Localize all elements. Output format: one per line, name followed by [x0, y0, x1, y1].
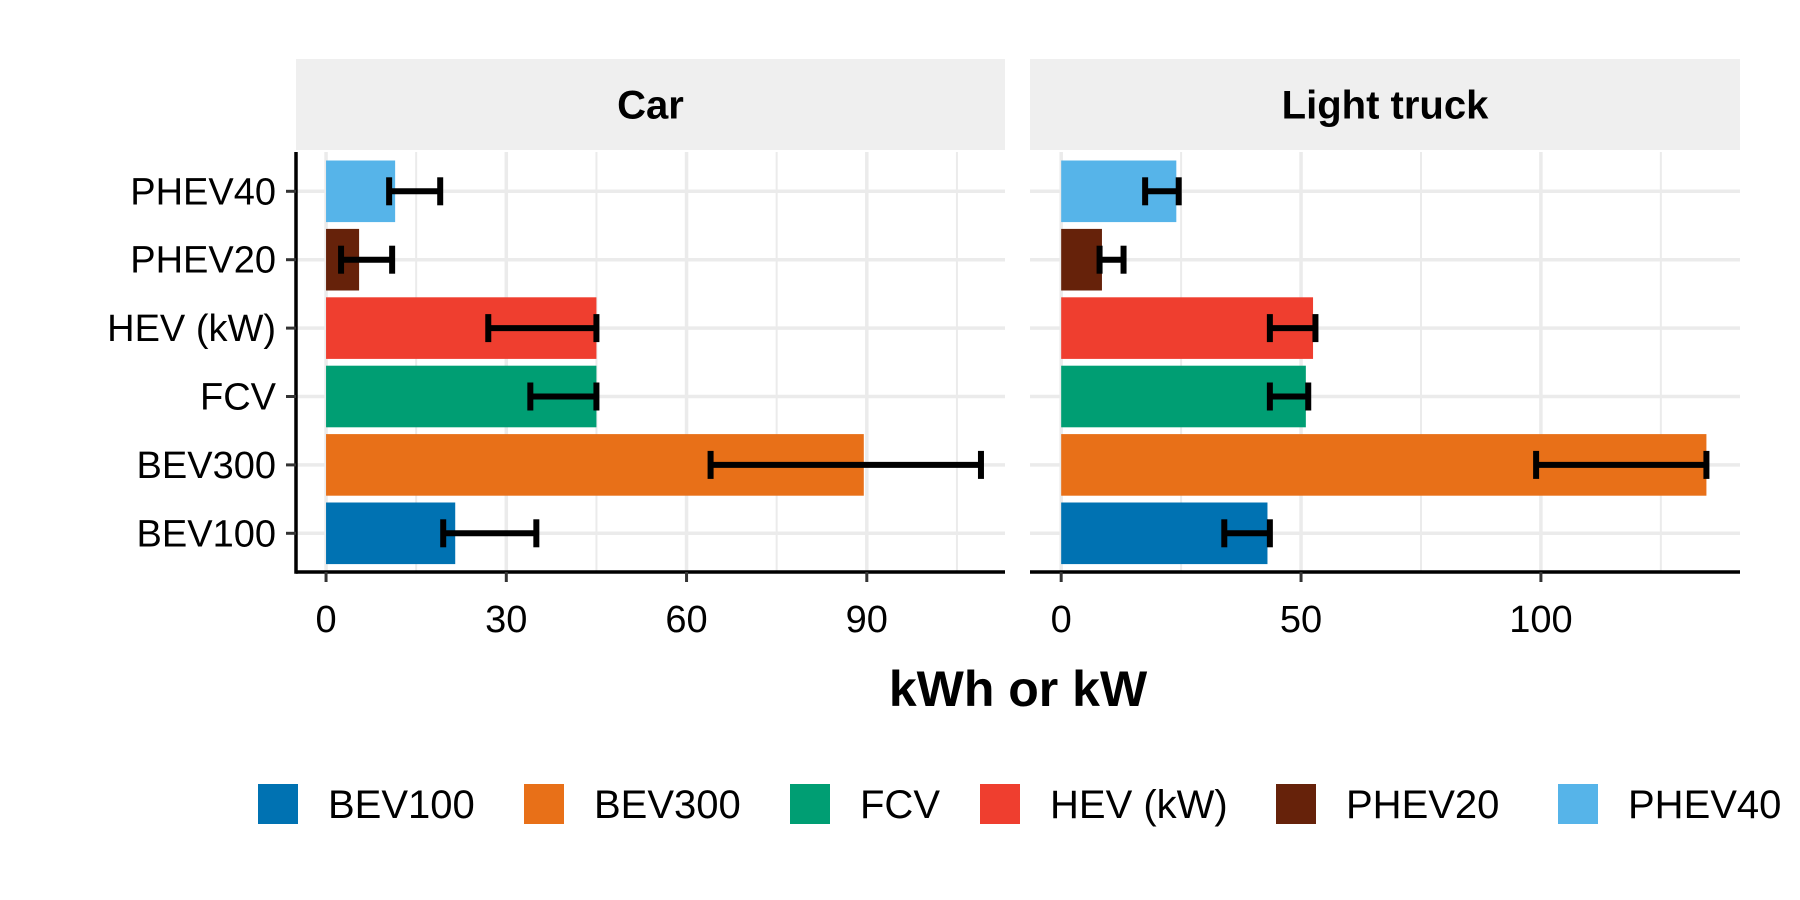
bar-light-truck-fcv [1061, 365, 1306, 428]
x-tick-label-light-truck: 0 [1051, 599, 1072, 641]
legend-swatch [258, 784, 298, 824]
y-tick-label-fcv: FCV [200, 377, 277, 419]
legend-item-hev-kw: HEV (kW) [980, 783, 1228, 827]
legend-label: HEV (kW) [1050, 783, 1228, 827]
x-tick-label-car: 90 [846, 599, 888, 641]
errorbar-light-truck-fcv [1266, 382, 1312, 411]
legend-swatch [1276, 784, 1316, 824]
legend-item-bev100: BEV100 [258, 783, 475, 827]
legend-item-phev40: PHEV40 [1558, 783, 1781, 827]
legend-swatch [1558, 784, 1598, 824]
facet-label-light-truck: Light truck [1282, 84, 1489, 128]
errorbar-light-truck-hev-kw [1266, 314, 1319, 343]
legend-label: BEV100 [328, 783, 475, 827]
legend-swatch [980, 784, 1020, 824]
x-tick-label-light-truck: 100 [1509, 599, 1572, 641]
y-tick-label-bev300: BEV300 [137, 445, 276, 487]
y-tick-label-phev20: PHEV20 [130, 240, 276, 282]
y-tick-label-hev-kw: HEV (kW) [107, 308, 276, 350]
x-tick-label-light-truck: 50 [1280, 599, 1322, 641]
y-tick-label-phev40: PHEV40 [130, 171, 276, 213]
errorbar-car-phev40 [386, 177, 444, 206]
bar-light-truck-phev20 [1061, 228, 1102, 291]
legend-swatch [790, 784, 830, 824]
errorbar-car-bev100 [440, 519, 540, 548]
facet-strip-light-truck [1030, 59, 1740, 150]
legend-item-fcv: FCV [790, 783, 940, 827]
legend-swatch [524, 784, 564, 824]
legend-label: PHEV40 [1628, 783, 1781, 827]
errorbar-car-phev20 [338, 245, 396, 274]
x-axis-title: kWh or kW [889, 661, 1148, 717]
legend-item-bev300: BEV300 [524, 783, 741, 827]
x-tick-label-car: 60 [665, 599, 707, 641]
legend-label: BEV300 [594, 783, 741, 827]
errorbar-light-truck-phev40 [1142, 177, 1182, 206]
x-tick-label-car: 0 [315, 599, 336, 641]
bar-car-bev100 [326, 502, 456, 565]
errorbar-light-truck-bev300 [1533, 450, 1710, 479]
legend-label: FCV [860, 783, 940, 827]
legend-item-phev20: PHEV20 [1276, 783, 1499, 827]
y-tick-label-bev100: BEV100 [137, 513, 276, 555]
errorbar-car-bev300 [707, 450, 984, 479]
x-tick-label-car: 30 [485, 599, 527, 641]
errorbar-car-hev-kw [485, 314, 600, 343]
bar-car-phev40 [326, 160, 396, 223]
errorbar-light-truck-phev20 [1096, 245, 1127, 274]
errorbar-light-truck-bev100 [1221, 519, 1273, 548]
facet-strip-car [296, 59, 1005, 150]
errorbar-car-fcv [527, 382, 600, 411]
facet-label-car: Car [617, 84, 684, 128]
legend-label: PHEV20 [1346, 783, 1499, 827]
